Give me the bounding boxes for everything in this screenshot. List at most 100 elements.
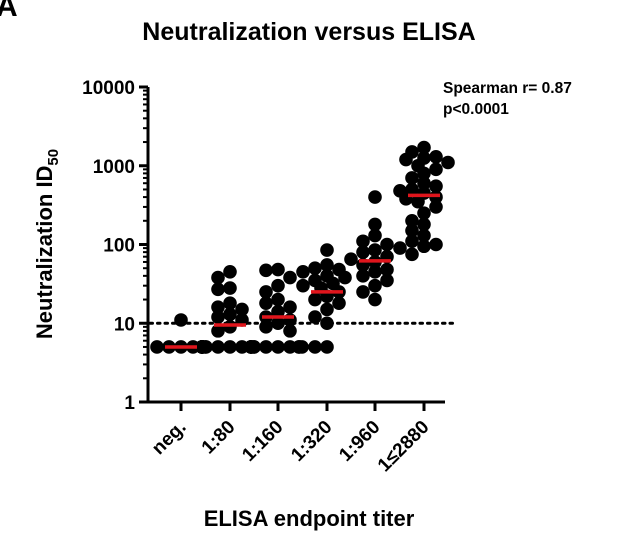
y-tick-label: 100 xyxy=(103,236,135,257)
data-point xyxy=(283,270,297,285)
data-point xyxy=(223,281,237,295)
data-point xyxy=(320,340,334,354)
data-point xyxy=(417,239,431,254)
data-point xyxy=(380,273,394,288)
data-point xyxy=(441,155,455,170)
data-point xyxy=(356,245,370,259)
data-point xyxy=(380,262,394,277)
data-point xyxy=(235,302,249,317)
data-point xyxy=(405,171,419,185)
data-point xyxy=(296,278,310,293)
data-point xyxy=(332,296,346,310)
spearman-label: Spearman r= 0.87 xyxy=(443,80,572,97)
data-point xyxy=(223,320,237,334)
data-point xyxy=(271,340,285,354)
data-point xyxy=(247,340,261,354)
data-point xyxy=(338,270,352,285)
x-tick-label: neg. xyxy=(148,417,190,459)
data-point xyxy=(399,152,413,167)
data-point xyxy=(283,324,297,338)
data-point xyxy=(308,292,322,307)
data-point xyxy=(308,340,322,354)
y-tick-label: 1 xyxy=(124,393,135,414)
chart-title: Neutralization versus ELISA xyxy=(142,18,476,46)
data-point xyxy=(417,176,431,191)
data-point xyxy=(296,265,310,279)
median-layer xyxy=(165,193,440,349)
data-point xyxy=(368,278,382,293)
statistics-annotation: Spearman r= 0.87 p<0.0001 xyxy=(443,78,572,120)
data-point xyxy=(429,237,443,252)
x-tick-label: 1:80 xyxy=(198,417,240,459)
data-point xyxy=(393,241,407,255)
data-point xyxy=(308,261,322,276)
data-point xyxy=(417,206,431,220)
y-tick-label: 10000 xyxy=(82,78,135,99)
data-point xyxy=(429,149,443,164)
data-point xyxy=(356,269,370,283)
data-point xyxy=(271,278,285,293)
data-point xyxy=(320,258,334,272)
x-tick-label: 1:160 xyxy=(238,417,287,466)
data-point xyxy=(417,228,431,243)
data-point xyxy=(320,316,334,331)
data-point xyxy=(320,243,334,257)
data-point xyxy=(271,262,285,277)
data-point xyxy=(320,302,334,317)
data-point xyxy=(174,313,188,327)
data-point xyxy=(292,340,306,354)
data-point xyxy=(271,316,285,331)
data-point xyxy=(344,252,358,267)
data-point xyxy=(271,292,285,307)
data-point xyxy=(417,217,431,232)
data-point xyxy=(368,292,382,307)
data-point xyxy=(259,285,273,299)
y-axis-title: Neutralization ID50 xyxy=(32,149,62,339)
data-point xyxy=(283,300,297,314)
data-point xyxy=(199,340,213,354)
data-point xyxy=(356,285,370,299)
data-point xyxy=(411,194,425,209)
data-point xyxy=(405,247,419,262)
data-point xyxy=(211,324,225,338)
data-point xyxy=(380,237,394,252)
y-tick-label: 1000 xyxy=(93,157,135,178)
data-point xyxy=(259,340,273,354)
x-tick-label: 1≤2880 xyxy=(374,417,434,477)
data-point xyxy=(211,300,225,314)
data-point xyxy=(211,282,225,297)
data-point xyxy=(429,179,443,193)
p-value-label: p<0.0001 xyxy=(443,101,509,118)
y-tick-label: 10 xyxy=(114,314,135,335)
data-point xyxy=(368,265,382,279)
data-point xyxy=(150,340,164,354)
data-point xyxy=(405,234,419,249)
data-point xyxy=(211,310,225,324)
data-point xyxy=(417,166,431,181)
data-point xyxy=(356,234,370,249)
data-point xyxy=(368,228,382,243)
data-point xyxy=(429,162,443,177)
data-point xyxy=(368,217,382,232)
data-point xyxy=(223,265,237,279)
data-point xyxy=(259,296,273,310)
data-point xyxy=(259,320,273,334)
data-point xyxy=(271,304,285,319)
data-point xyxy=(211,340,225,354)
data-point xyxy=(223,340,237,354)
data-point xyxy=(223,296,237,310)
x-tick-label: 1:320 xyxy=(287,417,336,466)
x-axis-title: ELISA endpoint titer xyxy=(203,506,415,531)
panel-letter: A xyxy=(0,0,18,23)
data-point xyxy=(259,263,273,278)
data-point xyxy=(368,190,382,204)
data-point xyxy=(211,270,225,285)
data-point xyxy=(429,200,443,214)
data-point xyxy=(417,140,431,155)
data-point xyxy=(368,243,382,257)
data-point xyxy=(308,310,322,324)
data-point xyxy=(223,307,237,322)
data-point xyxy=(405,223,419,238)
data-point xyxy=(405,213,419,228)
